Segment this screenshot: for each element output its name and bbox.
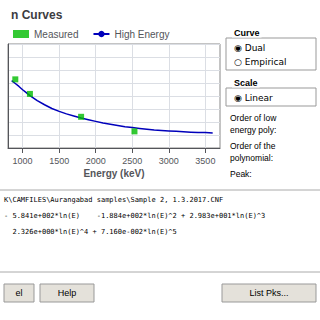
svg-text:1500: 1500	[49, 156, 69, 166]
svg-text:- 5.841e+002*ln(E) -1.884e+: - 5.841e+002*ln(E) -1.884e+002*ln(E)^2 +…	[4, 212, 265, 220]
svg-text:◉ Linear: ◉ Linear	[234, 93, 273, 103]
svg-text:Measured: Measured	[34, 29, 78, 40]
svg-text:2500: 2500	[122, 156, 142, 166]
svg-text:3000: 3000	[159, 156, 179, 166]
svg-text:1000: 1000	[13, 156, 33, 166]
svg-text:High Energy: High Energy	[114, 29, 169, 40]
svg-text:el: el	[15, 288, 22, 298]
svg-text:Energy (keV): Energy (keV)	[83, 168, 144, 179]
svg-text:○ Empirical: ○ Empirical	[234, 57, 287, 67]
svg-text:3500: 3500	[195, 156, 215, 166]
svg-text:K\CAMFILES\Aurangabad samples\: K\CAMFILES\Aurangabad samples\Sample 2, …	[4, 196, 223, 204]
svg-text:2.326e+000*ln(E)^4 + 7.160e-00: 2.326e+000*ln(E)^4 + 7.160e-002*ln(E)^5	[4, 228, 177, 236]
svg-text:Order of low: Order of low	[230, 113, 277, 123]
svg-text:Curve: Curve	[234, 28, 260, 38]
svg-text:Order of the: Order of the	[230, 141, 276, 151]
svg-text:Peak:: Peak:	[230, 169, 252, 179]
svg-text:n Curves: n Curves	[11, 8, 63, 22]
svg-text:polynomial:: polynomial:	[230, 153, 273, 163]
svg-text:energy poly:: energy poly:	[230, 125, 276, 135]
svg-text:Help: Help	[58, 288, 77, 298]
svg-text:Scale: Scale	[234, 78, 258, 88]
svg-text:List Pks...: List Pks...	[249, 288, 288, 298]
svg-text:2000: 2000	[86, 156, 106, 166]
svg-text:◉ Dual: ◉ Dual	[234, 43, 265, 53]
